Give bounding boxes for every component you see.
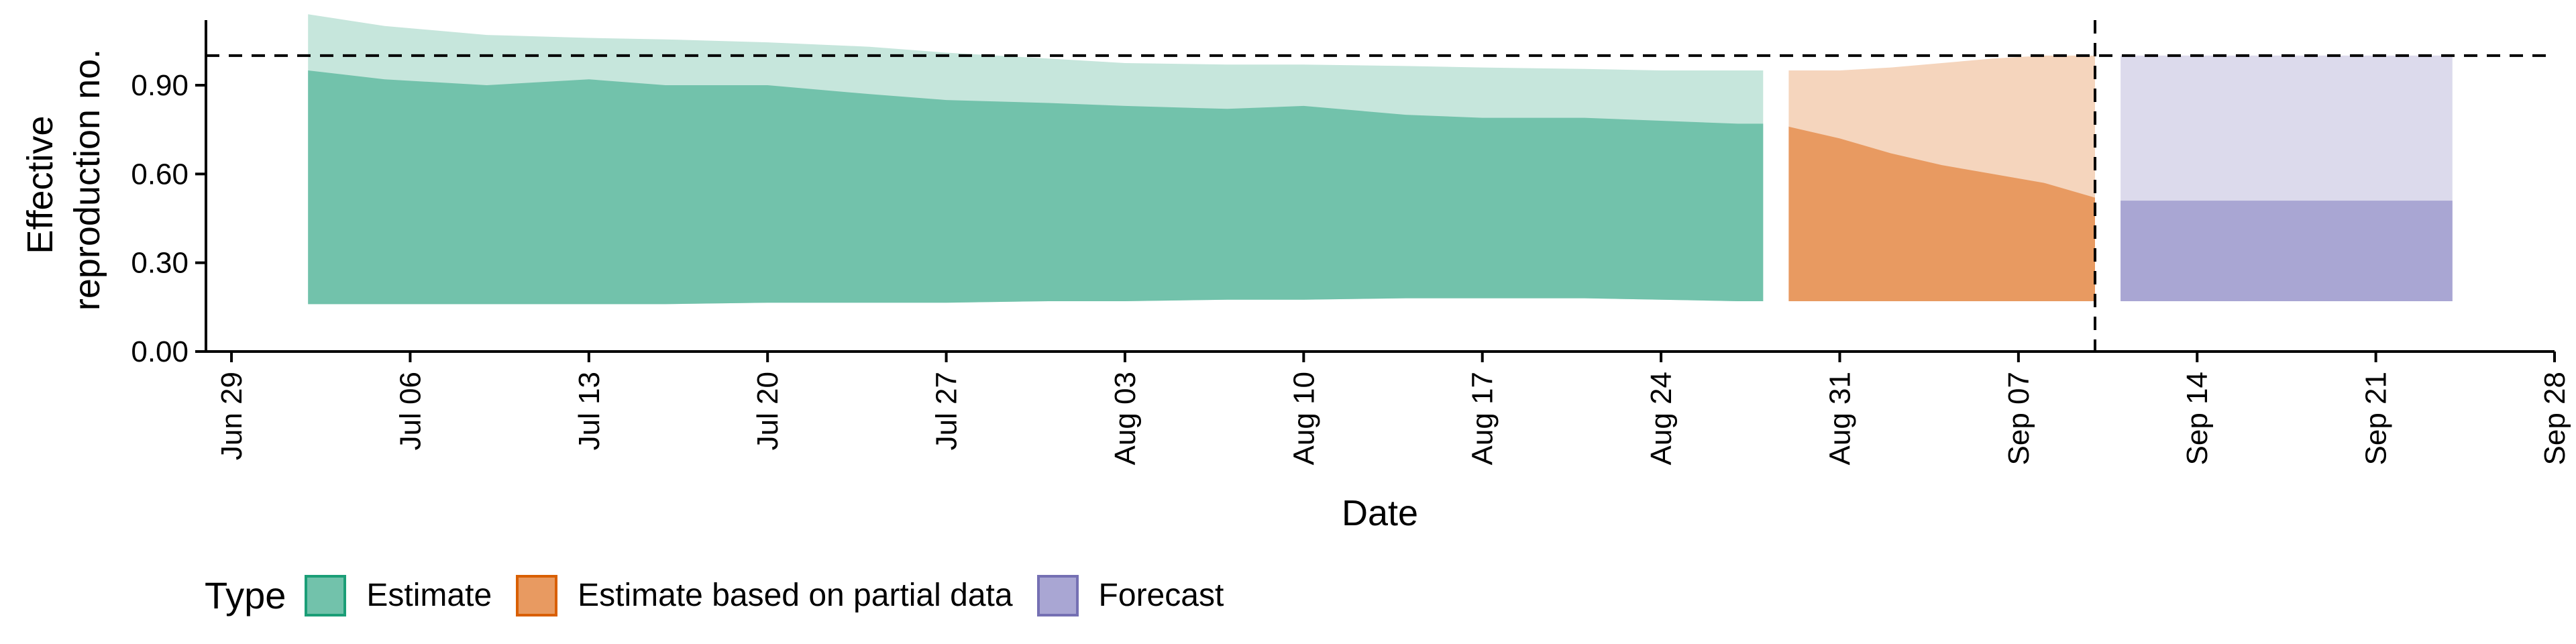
y-axis-title-line-1: Effective — [20, 115, 60, 254]
x-tick-label: Jun 29 — [215, 372, 248, 460]
legend-key-forecast — [1036, 574, 1079, 616]
x-tick-label: Jul 27 — [930, 372, 963, 450]
x-tick-label: Aug 03 — [1109, 372, 1142, 465]
x-tick-label: Aug 10 — [1287, 372, 1320, 465]
legend-key-estimate — [305, 574, 347, 616]
band-layer — [308, 14, 2453, 305]
x-tick-label: Aug 24 — [1645, 372, 1678, 465]
x-ticks: Jun 29 Jul 06 Jul 13 Jul 20 Jul 27 Aug 03 Aug … — [215, 352, 2571, 465]
band-inner-forecast — [2121, 201, 2453, 301]
x-tick-label: Aug 17 — [1466, 372, 1499, 465]
y-axis-title: Effective reproduction no. — [20, 49, 107, 311]
x-tick-label: Sep 07 — [2002, 372, 2035, 465]
x-tick-label: Jul 06 — [394, 372, 427, 450]
y-axis-title-line-2: reproduction no. — [67, 49, 107, 311]
x-tick-label: Sep 28 — [2538, 372, 2571, 465]
y-tick-label: 0.30 — [131, 247, 189, 280]
y-tick-label: 0.90 — [131, 69, 189, 102]
x-tick-label: Jul 13 — [573, 372, 606, 450]
legend-item-partial-data: Estimate based on partial data — [516, 574, 1013, 616]
legend-label-estimate: Estimate — [366, 578, 492, 613]
band-inner-estimate — [308, 70, 1764, 305]
y-ticks: 0.00 0.30 0.60 0.90 — [131, 69, 206, 368]
x-tick-label: Sep 21 — [2360, 372, 2393, 465]
x-tick-label: Jul 20 — [751, 372, 784, 450]
legend-item-forecast: Forecast — [1036, 574, 1224, 616]
legend-label-partial-data: Estimate based on partial data — [578, 578, 1013, 613]
y-tick-label: 0.60 — [131, 158, 189, 191]
y-tick-label: 0.00 — [131, 335, 189, 368]
legend-label-forecast: Forecast — [1098, 578, 1224, 613]
x-tick-label: Sep 14 — [2181, 372, 2214, 465]
legend-key-partial-data — [516, 574, 558, 616]
x-axis-title: Date — [1342, 493, 1418, 533]
legend: Type Estimate Estimate based on partial … — [205, 574, 1248, 617]
band-inner-estimate-based-on-partial-data — [1788, 126, 2095, 302]
legend-title: Type — [205, 574, 286, 616]
legend-item-estimate: Estimate — [305, 574, 492, 616]
x-tick-label: Aug 31 — [1823, 372, 1856, 465]
